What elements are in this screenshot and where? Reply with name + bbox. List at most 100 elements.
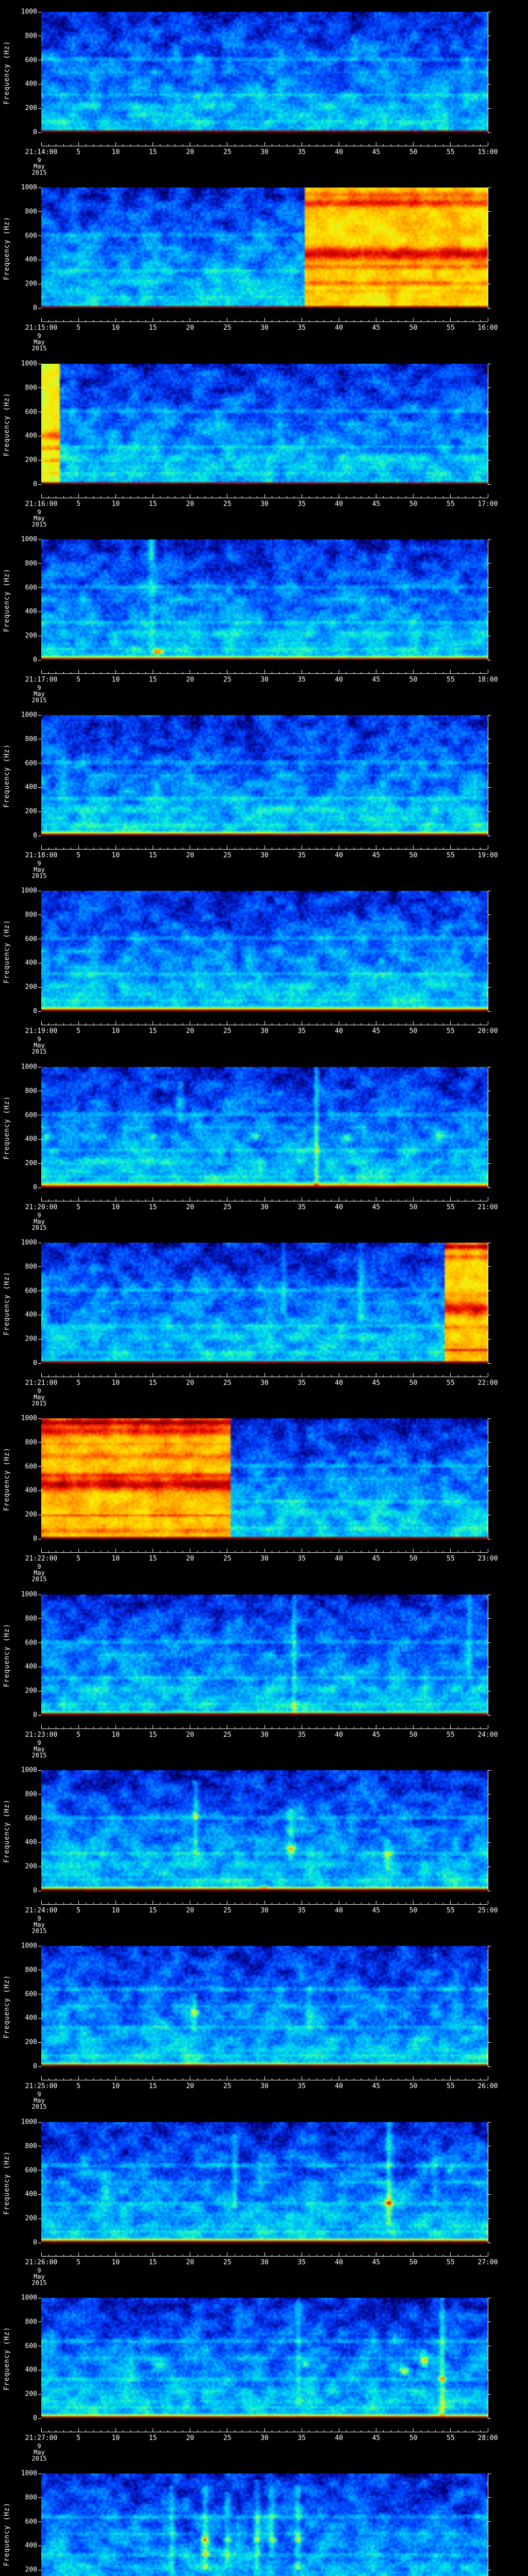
y-tick-label: 200: [25, 1687, 37, 1695]
x-tick-minor: [63, 1727, 64, 1728]
x-tick-minor: [130, 1375, 131, 1377]
x-axis-date: 9 May 2015: [29, 1916, 49, 1934]
y-tick-label: 400: [25, 1663, 37, 1671]
x-tick-label: 45: [372, 324, 381, 332]
y-tick-label: 200: [25, 456, 37, 464]
x-tick-minor: [435, 1023, 436, 1025]
x-tick-major: [41, 1373, 42, 1377]
y-tick-mark-right: [488, 1418, 491, 1419]
x-axis-date: 9 May 2015: [29, 157, 49, 176]
y-tick-label: 1000: [21, 535, 37, 544]
x-tick-minor: [383, 2255, 384, 2256]
x-tick-minor: [48, 2255, 49, 2256]
x-tick-label: 35: [298, 1379, 306, 1387]
x-tick-minor: [197, 496, 198, 498]
x-tick-label: 25: [223, 1027, 232, 1035]
x-tick-minor: [145, 320, 146, 321]
x-axis-end-time: 17:00: [477, 500, 498, 508]
y-tick-label: 200: [25, 2390, 37, 2398]
x-axis-date: 9 May 2015: [29, 2091, 49, 2110]
x-tick-label: 10: [111, 1555, 120, 1563]
x-tick-label: 45: [372, 1555, 381, 1563]
x-tick-label: 30: [260, 324, 269, 332]
x-tick-major: [78, 845, 79, 849]
x-tick-label: 45: [372, 2434, 381, 2442]
y-tick-mark-left: [38, 2122, 41, 2123]
x-axis-end-time: 25:00: [477, 1907, 498, 1914]
x-tick-label: 30: [260, 2434, 269, 2442]
x-tick-minor: [398, 144, 399, 146]
x-tick-minor: [197, 848, 198, 849]
x-tick-minor: [197, 1023, 198, 1025]
x-tick-minor: [63, 2078, 64, 2080]
x-tick-minor: [145, 2078, 146, 2080]
x-tick-minor: [63, 1199, 64, 1201]
y-tick-mark-right: [488, 2321, 491, 2323]
x-axis-date-line: 9: [37, 2267, 41, 2274]
x-axis-end-time: 24:00: [477, 1731, 498, 1739]
y-tick-mark-left: [38, 132, 41, 133]
spectrogram-image: [41, 1770, 488, 1891]
x-tick-minor: [331, 672, 332, 673]
spectrogram-panel-21:18:00: Frequency (Hz) 1000 800 600 400 200 0 5 10 15 20…: [0, 703, 528, 879]
y-tick-mark-left: [38, 1442, 41, 1443]
y-tick-mark-right: [488, 211, 491, 212]
x-tick-label: 55: [447, 852, 455, 859]
y-tick-mark-left: [38, 1770, 41, 1771]
y-tick-label: 800: [25, 1966, 37, 1974]
x-tick-label: 50: [409, 324, 418, 332]
x-tick-minor: [435, 2255, 436, 2256]
x-tick-minor: [130, 1903, 131, 1904]
y-tick-label: 600: [25, 1463, 37, 1471]
y-tick-label: 0: [33, 304, 37, 312]
x-tick-minor: [63, 144, 64, 146]
x-tick-major: [78, 1549, 79, 1552]
x-tick-major: [41, 1725, 42, 1728]
y-tick-mark-left: [38, 1618, 41, 1619]
x-tick-label: 15: [148, 324, 157, 332]
x-axis-date-line: May: [34, 163, 45, 170]
x-tick-label: 50: [409, 1027, 418, 1035]
x-axis-date-line: May: [34, 338, 45, 346]
y-tick-label: 200: [25, 1862, 37, 1871]
y-axis-title: Frequency (Hz): [3, 216, 11, 280]
x-tick-minor: [383, 1023, 384, 1025]
x-tick-major: [78, 1725, 79, 1728]
x-axis-end-time: 26:00: [477, 2082, 498, 2090]
spectrogram-panel-21:27:00: Frequency (Hz) 1000 800 600 400 200 0 5 10 15 20…: [0, 2286, 528, 2462]
x-tick-minor: [93, 1199, 94, 1201]
x-tick-minor: [48, 144, 49, 146]
y-tick-label: 200: [25, 280, 37, 288]
x-tick-label: 35: [298, 1555, 306, 1563]
x-tick-label: 15: [148, 148, 157, 156]
y-tick-mark-right: [488, 460, 491, 461]
x-tick-minor: [331, 144, 332, 146]
x-tick-minor: [480, 1727, 481, 1728]
x-tick-major: [450, 1725, 451, 1728]
x-tick-major: [78, 142, 79, 146]
y-tick-label: 0: [33, 2062, 37, 2071]
y-tick-label: 0: [33, 1535, 37, 1543]
x-tick-minor: [383, 496, 384, 498]
x-tick-label: 5: [76, 852, 81, 859]
x-tick-minor: [331, 1727, 332, 1728]
x-tick-minor: [465, 144, 466, 146]
x-tick-label: 35: [298, 148, 306, 156]
x-axis-date-line: May: [34, 1218, 45, 1225]
y-axis-title: Frequency (Hz): [3, 920, 11, 984]
y-tick-mark-left: [38, 211, 41, 212]
x-axis-date-line: May: [34, 2097, 45, 2104]
x-tick-minor: [130, 672, 131, 673]
x-tick-minor: [398, 1551, 399, 1552]
x-tick-label: 20: [186, 500, 194, 508]
x-tick-minor: [465, 320, 466, 321]
x-tick-minor: [93, 1903, 94, 1904]
x-tick-label: 10: [111, 852, 120, 859]
x-tick-minor: [480, 1199, 481, 1201]
x-tick-minor: [465, 1199, 466, 1201]
spectrogram-panel-21:26:00: Frequency (Hz) 1000 800 600 400 200 0 5 10 15 20…: [0, 2110, 528, 2286]
x-tick-minor: [48, 1023, 49, 1025]
y-tick-label: 400: [25, 432, 37, 440]
x-axis-date-line: 2015: [31, 872, 47, 879]
x-tick-minor: [63, 848, 64, 849]
